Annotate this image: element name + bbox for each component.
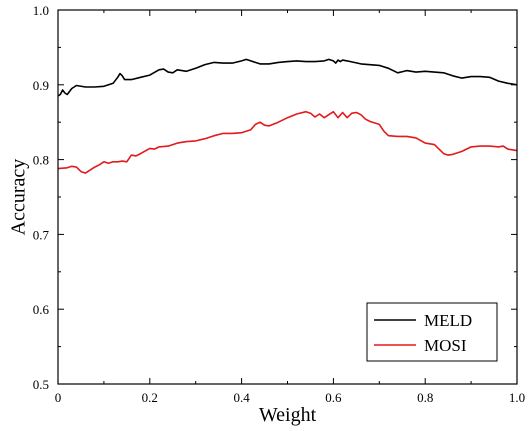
y-tick-label: 0.5 (33, 377, 49, 392)
x-tick-label: 0 (55, 390, 62, 405)
x-axis-title: Weight (259, 404, 317, 426)
series-layer (57, 58, 518, 174)
x-tick-label: 0.8 (417, 390, 433, 405)
y-tick-label: 0.7 (33, 227, 50, 242)
plot-area-frame (57, 9, 518, 385)
series-line-mosi (57, 110, 518, 174)
x-tick-label: 0.2 (142, 390, 158, 405)
series-line-meld (57, 58, 518, 97)
y-tick-label: 1.0 (33, 3, 49, 18)
legend-box (366, 302, 498, 362)
y-tick-label: 0.6 (33, 302, 50, 317)
y-tick-label: 0.8 (33, 153, 49, 168)
y-tick-label: 0.9 (33, 78, 49, 93)
x-tick-label: 0.4 (233, 390, 250, 405)
legend-label-meld: MELD (424, 311, 472, 330)
y-axis-ticks: 0.5 0.6 0.7 0.8 0.9 1.0 (33, 3, 517, 392)
x-tick-label: 1.0 (509, 390, 525, 405)
x-tick-label: 0.6 (325, 390, 342, 405)
legend: MELD MOSI (366, 302, 498, 362)
legend-label-mosi: MOSI (424, 336, 467, 355)
y-axis-title: Accuracy (8, 159, 30, 236)
